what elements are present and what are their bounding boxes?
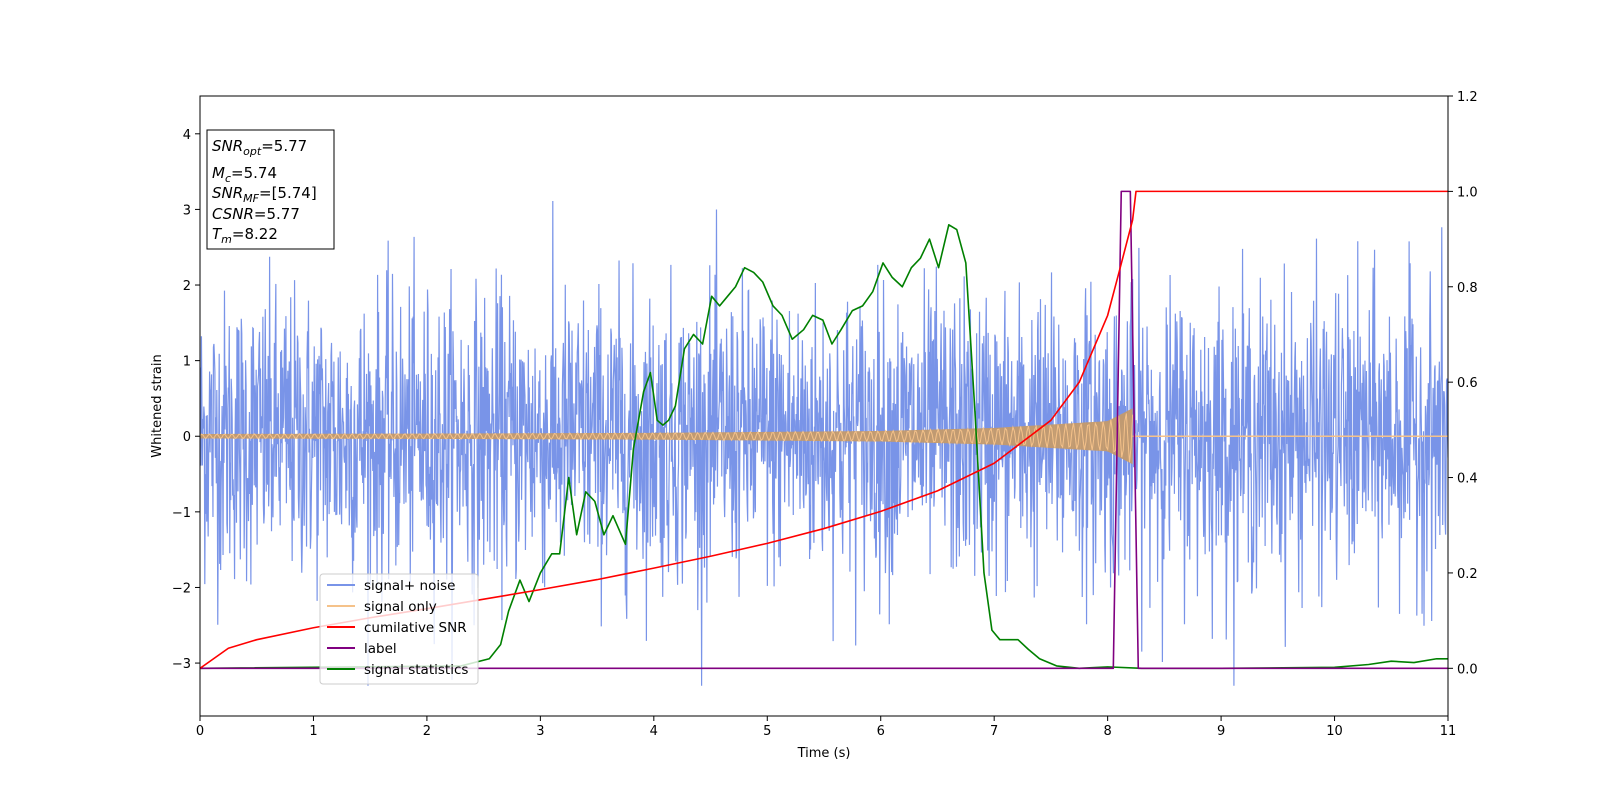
x-tick-label: 10 bbox=[1326, 724, 1343, 739]
y-left-tick-label: 0 bbox=[183, 430, 191, 445]
info-tm: Tm=8.22 bbox=[212, 225, 278, 246]
y-left-tick-label: −1 bbox=[172, 506, 191, 521]
legend-label-label: label bbox=[364, 641, 397, 657]
y-left-tick-label: −2 bbox=[172, 581, 191, 596]
legend-label-signal-statistics: signal statistics bbox=[364, 662, 468, 678]
y-left-tick-label: 1 bbox=[183, 355, 191, 370]
y-left-tick-label: 4 bbox=[183, 128, 191, 143]
info-snr-mf: SNRMF=[5.74] bbox=[212, 184, 317, 205]
signal-noise-line bbox=[200, 200, 1448, 686]
x-tick-label: 5 bbox=[763, 724, 771, 739]
y-right-tick-label: 0.8 bbox=[1457, 281, 1478, 296]
y-right-tick-label: 0.4 bbox=[1457, 472, 1478, 487]
x-tick-label: 2 bbox=[423, 724, 431, 739]
y-right-tick-label: 0.6 bbox=[1457, 376, 1478, 391]
y-left-tick-label: −3 bbox=[172, 657, 191, 672]
x-tick-label: 3 bbox=[536, 724, 544, 739]
x-tick-label: 11 bbox=[1440, 724, 1457, 739]
x-tick-label: 8 bbox=[1103, 724, 1111, 739]
x-tick-label: 1 bbox=[309, 724, 317, 739]
info-box: SNRopt=5.77 Mc=5.74 SNRMF=[5.74] CSNR=5.… bbox=[206, 129, 335, 250]
y-axis-left: −3 −2 −1 0 1 2 3 4 bbox=[172, 128, 200, 672]
signal-statistics-line bbox=[200, 223, 1448, 670]
signal-only-line bbox=[200, 413, 1134, 463]
plot-frame bbox=[199, 95, 1449, 717]
info-csnr: CSNR=5.77 bbox=[212, 205, 300, 223]
x-axis: 0 1 2 3 4 5 6 7 8 9 10 11 bbox=[196, 716, 1456, 739]
x-tick-label: 4 bbox=[650, 724, 658, 739]
x-axis-label: Time (s) bbox=[797, 746, 851, 761]
series-signal-noise bbox=[200, 200, 1448, 686]
y-axis-right: 0.0 0.2 0.4 0.6 0.8 1.0 1.2 bbox=[1448, 90, 1478, 677]
info-snr-opt: SNRopt=5.77 bbox=[212, 137, 307, 158]
y-left-tick-label: 3 bbox=[183, 203, 191, 218]
legend-label-cumilative-snr: cumilative SNR bbox=[364, 620, 467, 636]
legend: signal+ noise signal only cumilative SNR… bbox=[319, 573, 479, 685]
x-tick-label: 0 bbox=[196, 724, 204, 739]
y-right-tick-label: 1.0 bbox=[1457, 185, 1478, 200]
legend-frame bbox=[319, 573, 479, 685]
y-right-tick-label: 0.0 bbox=[1457, 662, 1478, 677]
y-left-tick-label: 2 bbox=[183, 279, 191, 294]
signal-only-envelope bbox=[200, 408, 1133, 465]
info-mc: Mc=5.74 bbox=[212, 164, 277, 185]
x-tick-label: 9 bbox=[1217, 724, 1225, 739]
x-tick-label: 7 bbox=[990, 724, 998, 739]
info-box-frame bbox=[206, 129, 335, 250]
legend-label-signal-only: signal only bbox=[364, 599, 437, 615]
legend-label-signal-noise: signal+ noise bbox=[364, 578, 455, 594]
y-right-tick-label: 1.2 bbox=[1457, 90, 1478, 105]
y-right-tick-label: 0.2 bbox=[1457, 567, 1478, 582]
y-axis-label: Whitened strain bbox=[150, 354, 165, 457]
x-tick-label: 6 bbox=[877, 724, 885, 739]
series-signal-only bbox=[200, 408, 1448, 465]
label-line bbox=[200, 190, 1448, 670]
